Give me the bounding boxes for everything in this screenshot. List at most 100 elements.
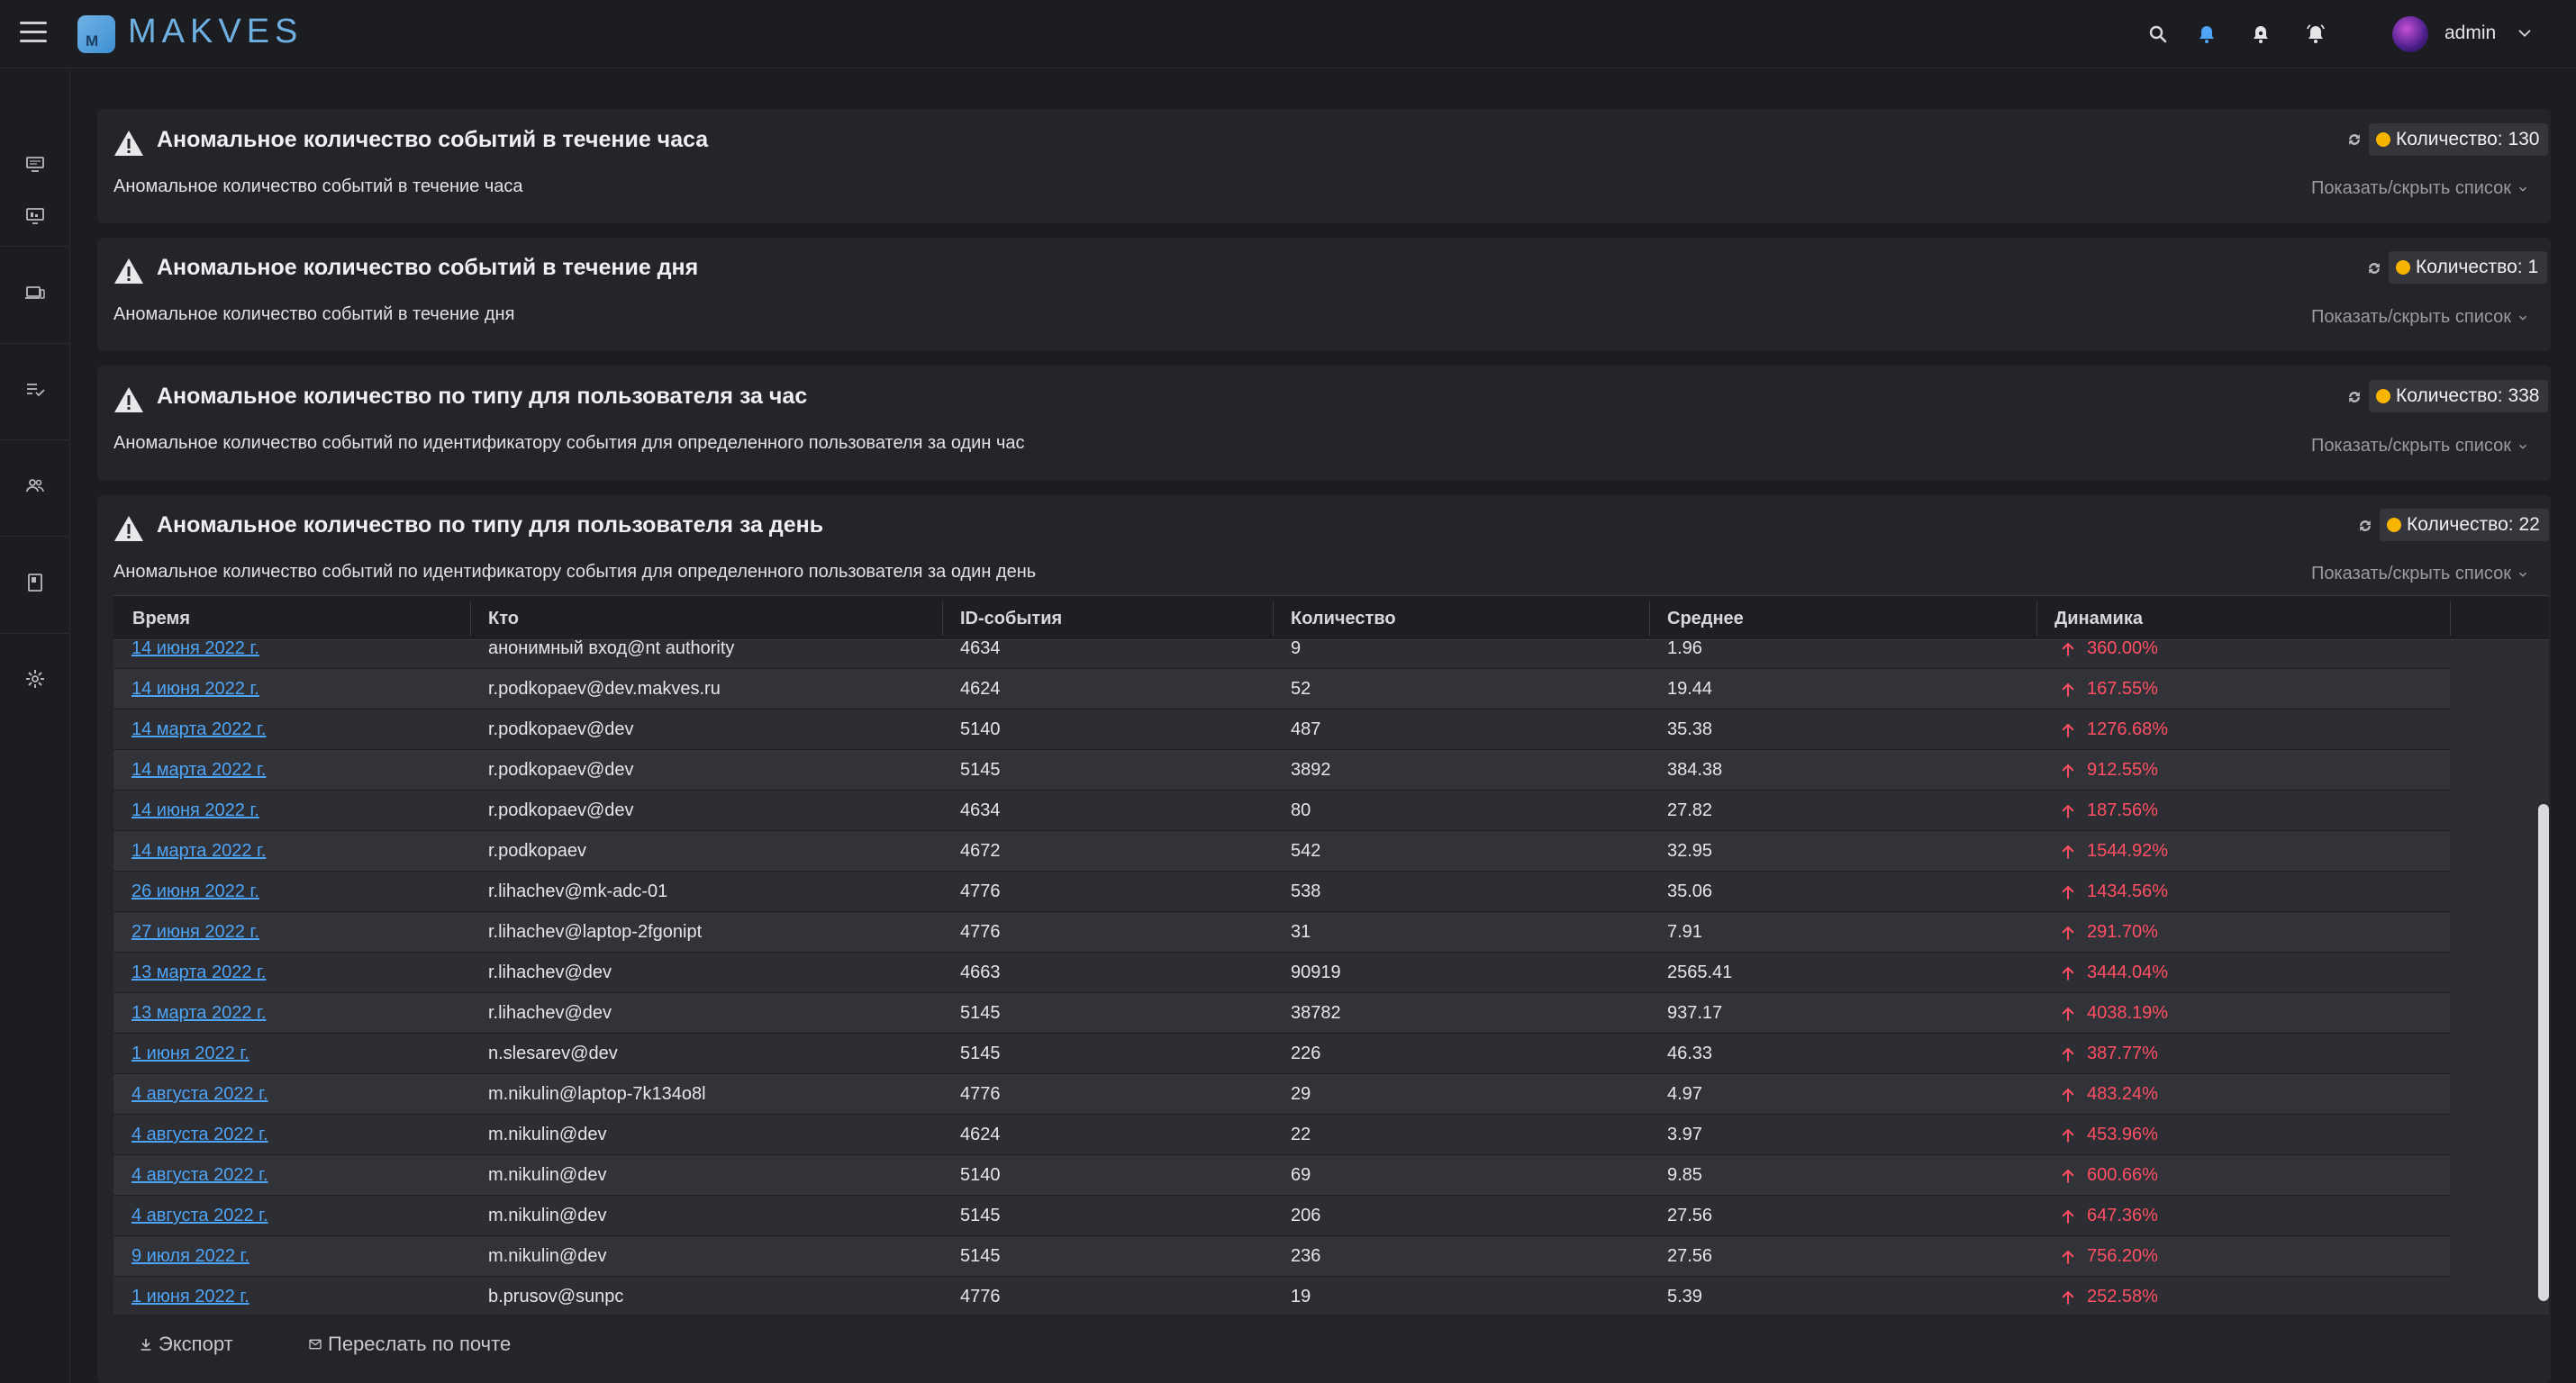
arrow-up-icon: [2062, 642, 2074, 656]
anomaly-card-day: Аномальное количество событий в течение …: [97, 238, 2551, 351]
sidebar-item-settings[interactable]: [0, 659, 70, 699]
chevron-down-icon[interactable]: [2515, 23, 2535, 43]
cell-time[interactable]: 14 июня 2022 г.: [132, 679, 259, 699]
avatar[interactable]: [2392, 16, 2428, 52]
cell-count: 487: [1291, 719, 1321, 739]
cell-count: 38782: [1291, 1003, 1341, 1023]
cell-event-id: 5145: [960, 1003, 1001, 1023]
column-header-time[interactable]: Время: [132, 609, 190, 628]
cell-time[interactable]: 14 марта 2022 г.: [132, 841, 267, 861]
notification-bell-icon[interactable]: [2191, 18, 2223, 50]
status-dot: [2396, 260, 2410, 275]
cell-time[interactable]: 4 августа 2022 г.: [132, 1125, 268, 1144]
cell-event-id: 4776: [960, 1084, 1001, 1104]
cell-count: 236: [1291, 1246, 1321, 1266]
column-header-average[interactable]: Среднее: [1667, 609, 1744, 628]
cell-time[interactable]: 9 июля 2022 г.: [132, 1246, 249, 1266]
cell-time[interactable]: 4 августа 2022 г.: [132, 1206, 268, 1225]
status-dot: [2387, 518, 2401, 532]
refresh-icon[interactable]: [2345, 131, 2363, 149]
refresh-icon[interactable]: [2365, 259, 2383, 277]
card-description: Аномальное количество событий по идентиф…: [113, 433, 1025, 453]
cell-average: 35.06: [1667, 881, 1713, 901]
export-button[interactable]: Экспорт: [139, 1333, 233, 1356]
column-header-dynamics[interactable]: Динамика: [2054, 609, 2143, 628]
column-header-count[interactable]: Количество: [1291, 609, 1396, 628]
card-description: Аномальное количество событий в течение …: [113, 176, 523, 196]
table-row: 14 марта 2022 г. r.podkopaev 4672 542 32.95 1…: [113, 831, 2450, 872]
arrow-up-icon: [2062, 723, 2074, 737]
refresh-icon[interactable]: [2345, 388, 2363, 406]
sidebar-item-documents[interactable]: [0, 563, 70, 602]
cell-average: 2565.41: [1667, 963, 1733, 982]
cell-event-id: 4672: [960, 841, 1001, 861]
card-title: Аномальное количество событий в течение …: [157, 255, 699, 280]
cell-time[interactable]: 14 июня 2022 г.: [132, 640, 259, 658]
table-row: 14 марта 2022 г. r.podkopaev@dev 5140 487 35…: [113, 710, 2450, 750]
cell-event-id: 4663: [960, 963, 1001, 982]
warning-icon: [114, 258, 143, 284]
cell-time[interactable]: 14 марта 2022 г.: [132, 719, 267, 739]
refresh-icon[interactable]: [2356, 517, 2374, 535]
table-row: 9 июля 2022 г. m.nikulin@dev 5145 236 27.56 7…: [113, 1236, 2450, 1277]
table-header: Время Кто ID-события Количество Среднее …: [113, 595, 2549, 640]
alert-bell-icon[interactable]: [2245, 18, 2277, 50]
user-name[interactable]: admin: [2444, 23, 2497, 43]
alarm-bell-icon[interactable]: [2299, 18, 2332, 50]
cell-dynamics: 4038.19%: [2060, 1003, 2168, 1024]
toggle-list-link[interactable]: Показать/скрыть список: [2311, 436, 2529, 456]
cell-average: 32.95: [1667, 841, 1713, 861]
cell-dynamics: 912.55%: [2060, 760, 2158, 781]
count-badge: Количество: 1: [2389, 251, 2548, 284]
cell-time[interactable]: 13 марта 2022 г.: [132, 1003, 267, 1023]
chevron-down-icon: [2518, 444, 2527, 449]
table-row: 4 августа 2022 г. m.nikulin@dev 5145 206 27.…: [113, 1196, 2450, 1236]
cell-event-id: 4624: [960, 1125, 1001, 1144]
cell-time[interactable]: 14 марта 2022 г.: [132, 760, 267, 780]
toggle-list-link[interactable]: Показать/скрыть список: [2311, 307, 2529, 328]
cell-time[interactable]: 26 июня 2022 г.: [132, 881, 259, 901]
cell-event-id: 5145: [960, 1044, 1001, 1063]
cell-time[interactable]: 4 августа 2022 г.: [132, 1165, 268, 1185]
column-header-who[interactable]: Кто: [488, 609, 519, 628]
cell-time[interactable]: 27 июня 2022 г.: [132, 922, 259, 942]
brand-logo[interactable]: MAKVES: [128, 13, 304, 50]
cell-average: 5.39: [1667, 1287, 1702, 1306]
send-email-button[interactable]: Переслать по почте: [308, 1333, 511, 1356]
cell-who: r.podkopaev: [488, 841, 586, 861]
scrollbar-thumb[interactable]: [2538, 804, 2549, 1301]
cell-time[interactable]: 1 июня 2022 г.: [132, 1044, 249, 1063]
count-badge: Количество: 338: [2369, 380, 2549, 412]
table-row: 4 августа 2022 г. m.nikulin@laptop-7k134o…: [113, 1074, 2450, 1115]
sidebar-item-dashboard[interactable]: [0, 196, 70, 236]
table-row: 13 марта 2022 г. r.lihachev@dev 5145 38782 9…: [113, 993, 2450, 1034]
sidebar-item-users[interactable]: [0, 466, 70, 505]
cell-event-id: 4776: [960, 922, 1001, 942]
arrow-up-icon: [2062, 1088, 2074, 1102]
arrow-up-icon: [2062, 764, 2074, 778]
sidebar-item-devices[interactable]: [0, 273, 70, 312]
toggle-list-link[interactable]: Показать/скрыть список: [2311, 564, 2529, 584]
cell-average: 3.97: [1667, 1125, 1702, 1144]
cell-who: r.podkopaev@dev: [488, 800, 634, 820]
search-icon[interactable]: [2142, 18, 2174, 50]
cell-count: 206: [1291, 1206, 1321, 1225]
cell-time[interactable]: 13 марта 2022 г.: [132, 963, 267, 982]
cell-time[interactable]: 4 августа 2022 г.: [132, 1084, 268, 1104]
cell-count: 52: [1291, 679, 1311, 699]
cell-dynamics: 167.55%: [2060, 679, 2158, 700]
card-title: Аномальное количество по типу для пользо…: [157, 384, 808, 409]
sidebar-item-tasks[interactable]: [0, 369, 70, 409]
cell-dynamics: 387.77%: [2060, 1044, 2158, 1064]
cell-time[interactable]: 14 июня 2022 г.: [132, 800, 259, 820]
menu-icon[interactable]: [20, 22, 47, 45]
sidebar-item-monitor[interactable]: [0, 144, 70, 184]
column-header-event-id[interactable]: ID-события: [960, 609, 1063, 628]
table-row: 4 августа 2022 г. m.nikulin@dev 4624 22 3.97…: [113, 1115, 2450, 1155]
cell-average: 27.82: [1667, 800, 1713, 820]
cell-time[interactable]: 1 июня 2022 г.: [132, 1287, 249, 1306]
toggle-list-link[interactable]: Показать/скрыть список: [2311, 178, 2529, 199]
cell-count: 538: [1291, 881, 1321, 901]
cell-dynamics: 1434.56%: [2060, 881, 2168, 902]
card-title: Аномальное количество событий в течение …: [157, 127, 709, 152]
